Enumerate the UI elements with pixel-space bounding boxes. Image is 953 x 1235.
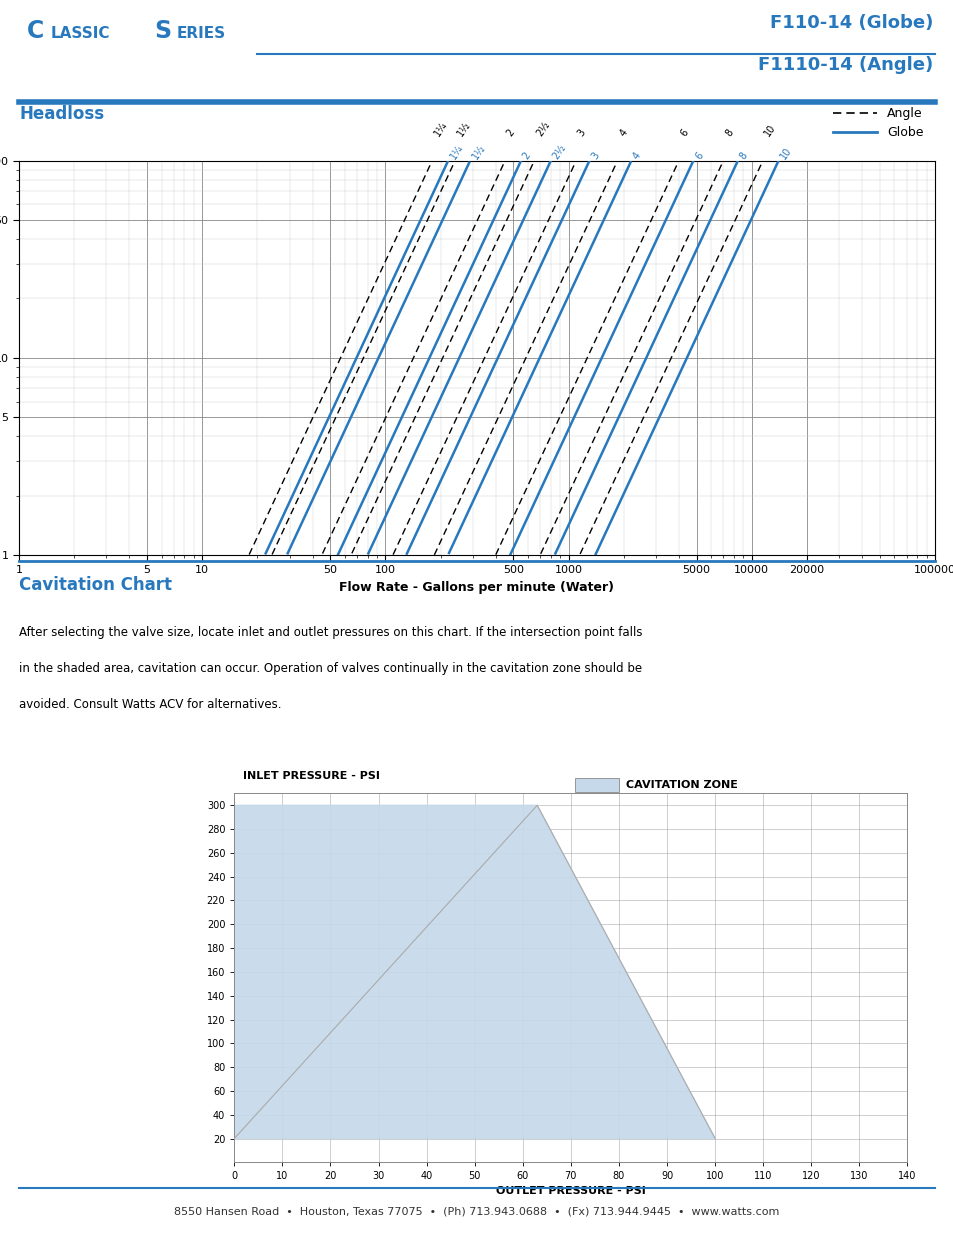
- Text: 8550 Hansen Road  •  Houston, Texas 77075  •  (Ph) 713.943.0688  •  (Fx) 713.944: 8550 Hansen Road • Houston, Texas 77075 …: [174, 1207, 779, 1216]
- Text: C: C: [27, 19, 44, 43]
- Text: in the shaded area, cavitation can occur. Operation of valves continually in the: in the shaded area, cavitation can occur…: [19, 662, 641, 676]
- Text: 2: 2: [504, 127, 517, 138]
- Text: 8: 8: [722, 127, 735, 138]
- Text: 1¼: 1¼: [432, 120, 449, 138]
- Text: 2½: 2½: [550, 142, 567, 161]
- Text: After selecting the valve size, locate inlet and outlet pressures on this chart.: After selecting the valve size, locate i…: [19, 626, 642, 638]
- Text: 10: 10: [778, 144, 793, 161]
- Text: LASSIC: LASSIC: [51, 26, 110, 41]
- Text: INLET PRESSURE - PSI: INLET PRESSURE - PSI: [243, 771, 380, 781]
- Text: F1110-14 (Angle): F1110-14 (Angle): [757, 56, 932, 74]
- Text: ERIES: ERIES: [176, 26, 226, 41]
- FancyBboxPatch shape: [575, 778, 618, 792]
- Text: Cavitation Chart: Cavitation Chart: [19, 577, 172, 594]
- Legend: Angle, Globe: Angle, Globe: [827, 103, 927, 144]
- Text: 3: 3: [589, 149, 600, 161]
- Text: 2: 2: [520, 149, 532, 161]
- Text: avoided. Consult Watts ACV for alternatives.: avoided. Consult Watts ACV for alternati…: [19, 698, 281, 711]
- Text: 6: 6: [693, 149, 704, 161]
- Text: 3: 3: [576, 127, 587, 138]
- Text: 10: 10: [762, 122, 778, 138]
- Text: 1½: 1½: [455, 120, 472, 138]
- Text: 1¼: 1¼: [448, 142, 465, 161]
- Text: Headloss: Headloss: [19, 105, 104, 122]
- Text: F110-14 (Globe): F110-14 (Globe): [769, 14, 932, 32]
- Text: 6: 6: [679, 127, 690, 138]
- Text: 8: 8: [737, 149, 749, 161]
- Text: 1½: 1½: [470, 142, 487, 161]
- Text: CAVITATION ZONE: CAVITATION ZONE: [625, 779, 738, 789]
- X-axis label: Flow Rate - Gallons per minute (Water): Flow Rate - Gallons per minute (Water): [339, 580, 614, 594]
- Text: S: S: [154, 19, 172, 43]
- Text: 4: 4: [617, 127, 629, 138]
- Text: 2½: 2½: [534, 120, 551, 138]
- Text: 4: 4: [631, 149, 642, 161]
